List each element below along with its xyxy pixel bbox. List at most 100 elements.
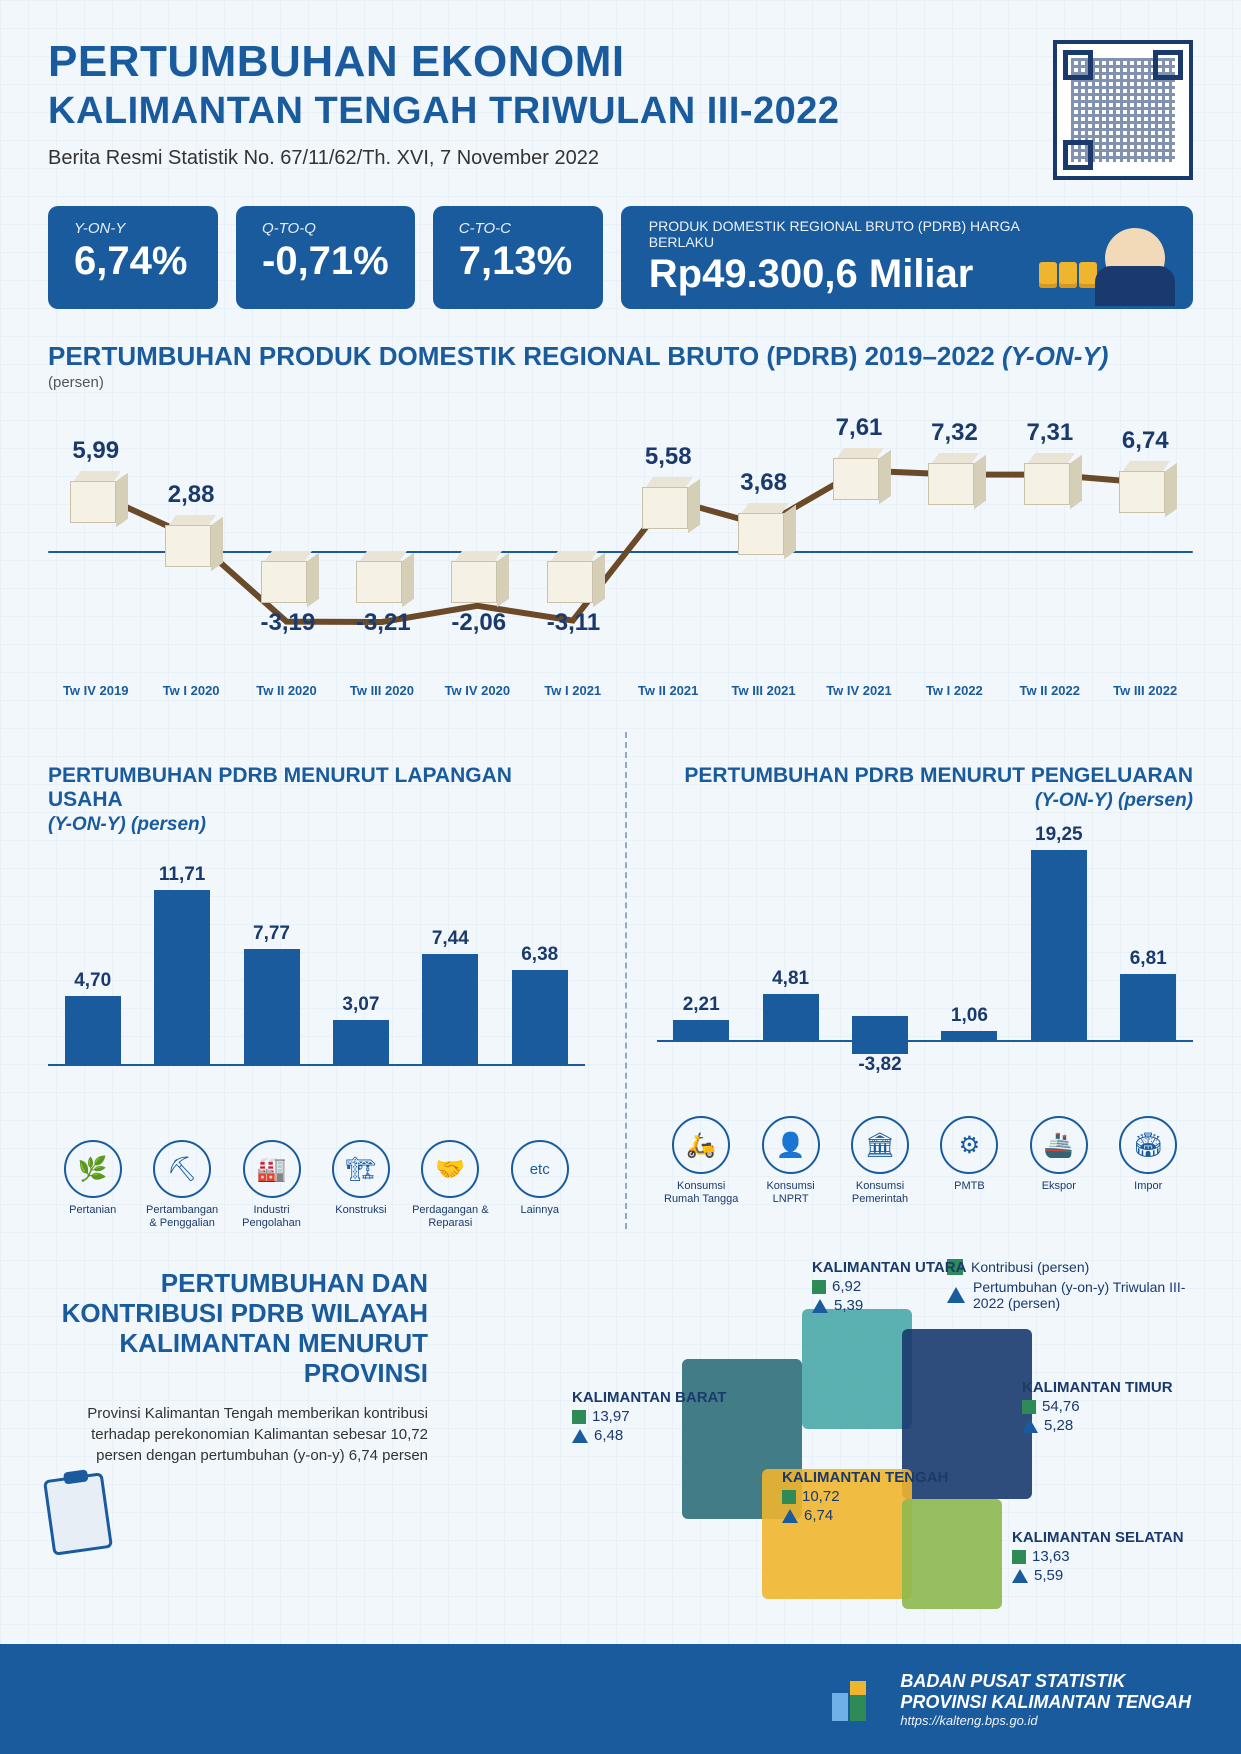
square-icon — [1022, 1400, 1036, 1414]
category-label: Lainnya — [520, 1204, 559, 1217]
bar-value-label: 6,81 — [1130, 948, 1167, 970]
map-section: PERTUMBUHAN DAN KONTRIBUSI PDRB WILAYAH … — [48, 1269, 1193, 1629]
bar-rect — [512, 970, 568, 1066]
bar-right-title: PERTUMBUHAN PDRB MENURUT PENGELUARAN(Y-O… — [657, 764, 1194, 812]
trend-point: 2,88 — [165, 481, 217, 567]
trend-title: PERTUMBUHAN PRODUK DOMESTIK REGIONAL BRU… — [48, 341, 1193, 372]
trend-x-label: Tw IV 2019 — [48, 683, 143, 698]
box-icon — [1024, 453, 1076, 505]
category-icon-cell: ⛏Pertambangan & Penggalian — [142, 1140, 222, 1229]
bar-column: 11,71 — [142, 864, 222, 1066]
province-pertumbuhan: 6,74 — [804, 1507, 833, 1524]
trend-value-label: -2,06 — [451, 609, 503, 637]
box-icon — [738, 503, 790, 555]
province-kontribusi: 6,92 — [832, 1278, 861, 1295]
trend-point: -2,06 — [451, 545, 503, 637]
category-icon-cell: 🏗Konstruksi — [321, 1140, 401, 1229]
bar-value-label: 2,21 — [683, 994, 720, 1016]
triangle-icon — [1012, 1569, 1028, 1583]
map-legend: Kontribusi (persen) Pertumbuhan (y-on-y)… — [947, 1259, 1193, 1315]
bar-value-label: 4,81 — [772, 968, 809, 990]
category-icon: 🤝 — [421, 1140, 479, 1198]
province-name: KALIMANTAN UTARA — [812, 1259, 966, 1276]
trend-value-label: 3,68 — [738, 469, 790, 497]
trend-point: 7,61 — [833, 414, 885, 500]
stat-qtoq-value: -0,71% — [262, 239, 389, 284]
stat-pdrb-value: Rp49.300,6 Miliar — [649, 252, 1021, 297]
bar-column: 6,81 — [1108, 948, 1188, 1042]
bar-rect — [1031, 850, 1087, 1043]
bar-column: 4,70 — [53, 970, 133, 1067]
trend-x-label: Tw IV 2020 — [430, 683, 525, 698]
stat-pdrb-label: PRODUK DOMESTIK REGIONAL BRUTO (PDRB) HA… — [649, 218, 1021, 250]
province-pertumbuhan: 5,59 — [1034, 1567, 1063, 1584]
legend-kontribusi: Kontribusi (persen) — [971, 1259, 1089, 1275]
page-title-sub: KALIMANTAN TENGAH TRIWULAN III-2022 — [48, 90, 1029, 133]
square-icon — [782, 1490, 796, 1504]
bar-column: 2,21 — [661, 994, 741, 1042]
trend-value-label: 7,31 — [1024, 419, 1076, 447]
bar-rect — [763, 994, 819, 1042]
trend-point: 5,99 — [70, 437, 122, 523]
category-icon-cell: 🏭Industri Pengolahan — [232, 1140, 312, 1229]
triangle-icon — [782, 1509, 798, 1523]
bar-rect — [65, 996, 121, 1067]
bar-value-label: 1,06 — [951, 1005, 988, 1027]
person-avatar-icon — [1105, 228, 1165, 288]
category-label: Ekspor — [1042, 1180, 1076, 1193]
category-icon-cell: 🏟Impor — [1108, 1116, 1188, 1205]
page-subtitle: Berita Resmi Statistik No. 67/11/62/Th. … — [48, 147, 1029, 170]
trend-chart: 5,992,88-3,19-3,21-2,06-3,115,583,687,61… — [48, 401, 1193, 681]
bar-column: 3,07 — [321, 994, 401, 1066]
category-label: Impor — [1134, 1180, 1162, 1193]
category-icon: 🌿 — [64, 1140, 122, 1198]
bar-column: 6,38 — [500, 944, 580, 1066]
box-icon — [451, 551, 503, 603]
box-icon — [928, 453, 980, 505]
trend-x-label: Tw I 2022 — [907, 683, 1002, 698]
box-icon — [70, 471, 122, 523]
stat-qtoq: Q-TO-Q -0,71% — [236, 206, 415, 309]
stats-row: Y-ON-Y 6,74% Q-TO-Q -0,71% C-TO-C 7,13% … — [48, 206, 1193, 309]
box-icon — [1119, 461, 1171, 513]
footer-url: https://kalteng.bps.go.id — [900, 1713, 1191, 1728]
bar-value-label: 7,77 — [253, 923, 290, 945]
trend-x-label: Tw I 2021 — [525, 683, 620, 698]
bar-value-label: 4,70 — [74, 970, 111, 992]
category-icon-cell: ⚙ PMTB — [929, 1116, 1009, 1205]
bar-left-title: PERTUMBUHAN PDRB MENURUT LAPANGAN USAHA(… — [48, 764, 585, 836]
bar-column: 7,44 — [410, 928, 490, 1066]
trend-x-label: Tw III 2020 — [334, 683, 429, 698]
footer-line1: BADAN PUSAT STATISTIK — [900, 1671, 1191, 1692]
province-label: KALIMANTAN SELATAN13,635,59 — [1012, 1529, 1184, 1584]
category-label: PMTB — [954, 1180, 985, 1193]
stat-ctoc-value: 7,13% — [459, 239, 577, 284]
legend-pertumbuhan: Pertumbuhan (y-on-y) Triwulan III-2022 (… — [973, 1279, 1193, 1311]
coins-icon — [1039, 262, 1097, 288]
bar-left-chart: 4,70 11,71 7,77 3,077,446,38 — [48, 836, 585, 1126]
category-icon: 🏗 — [332, 1140, 390, 1198]
bar-rect — [422, 954, 478, 1066]
bar-charts-row: PERTUMBUHAN PDRB MENURUT LAPANGAN USAHA(… — [48, 732, 1193, 1229]
category-icon-cell: 🌿Pertanian — [53, 1140, 133, 1229]
square-icon — [812, 1280, 826, 1294]
map-description: Provinsi Kalimantan Tengah memberikan ko… — [48, 1403, 428, 1466]
province-name: KALIMANTAN SELATAN — [1012, 1529, 1184, 1546]
trend-x-labels: Tw IV 2019Tw I 2020Tw II 2020Tw III 2020… — [48, 683, 1193, 698]
trend-value-label: -3,19 — [261, 609, 313, 637]
category-icon: ⛏ — [153, 1140, 211, 1198]
category-icon-cell: etcLainnya — [500, 1140, 580, 1229]
bar-column: 4,81 — [751, 968, 831, 1042]
bar-column: 7,77 — [232, 923, 312, 1066]
bar-rect — [154, 890, 210, 1066]
box-icon — [165, 515, 217, 567]
footer: BADAN PUSAT STATISTIK PROVINSI KALIMANTA… — [0, 1644, 1241, 1754]
map-chart: Kontribusi (persen) Pertumbuhan (y-on-y)… — [452, 1269, 1193, 1629]
category-icon: 🏭 — [243, 1140, 301, 1198]
trend-value-label: 5,58 — [642, 443, 694, 471]
province-name: KALIMANTAN TENGAH — [782, 1469, 948, 1486]
bar-column: 19,25 — [1019, 824, 1099, 1043]
category-icon: ⚙ — [940, 1116, 998, 1174]
trend-point: 3,68 — [738, 469, 790, 555]
trend-point: 7,31 — [1024, 419, 1076, 505]
